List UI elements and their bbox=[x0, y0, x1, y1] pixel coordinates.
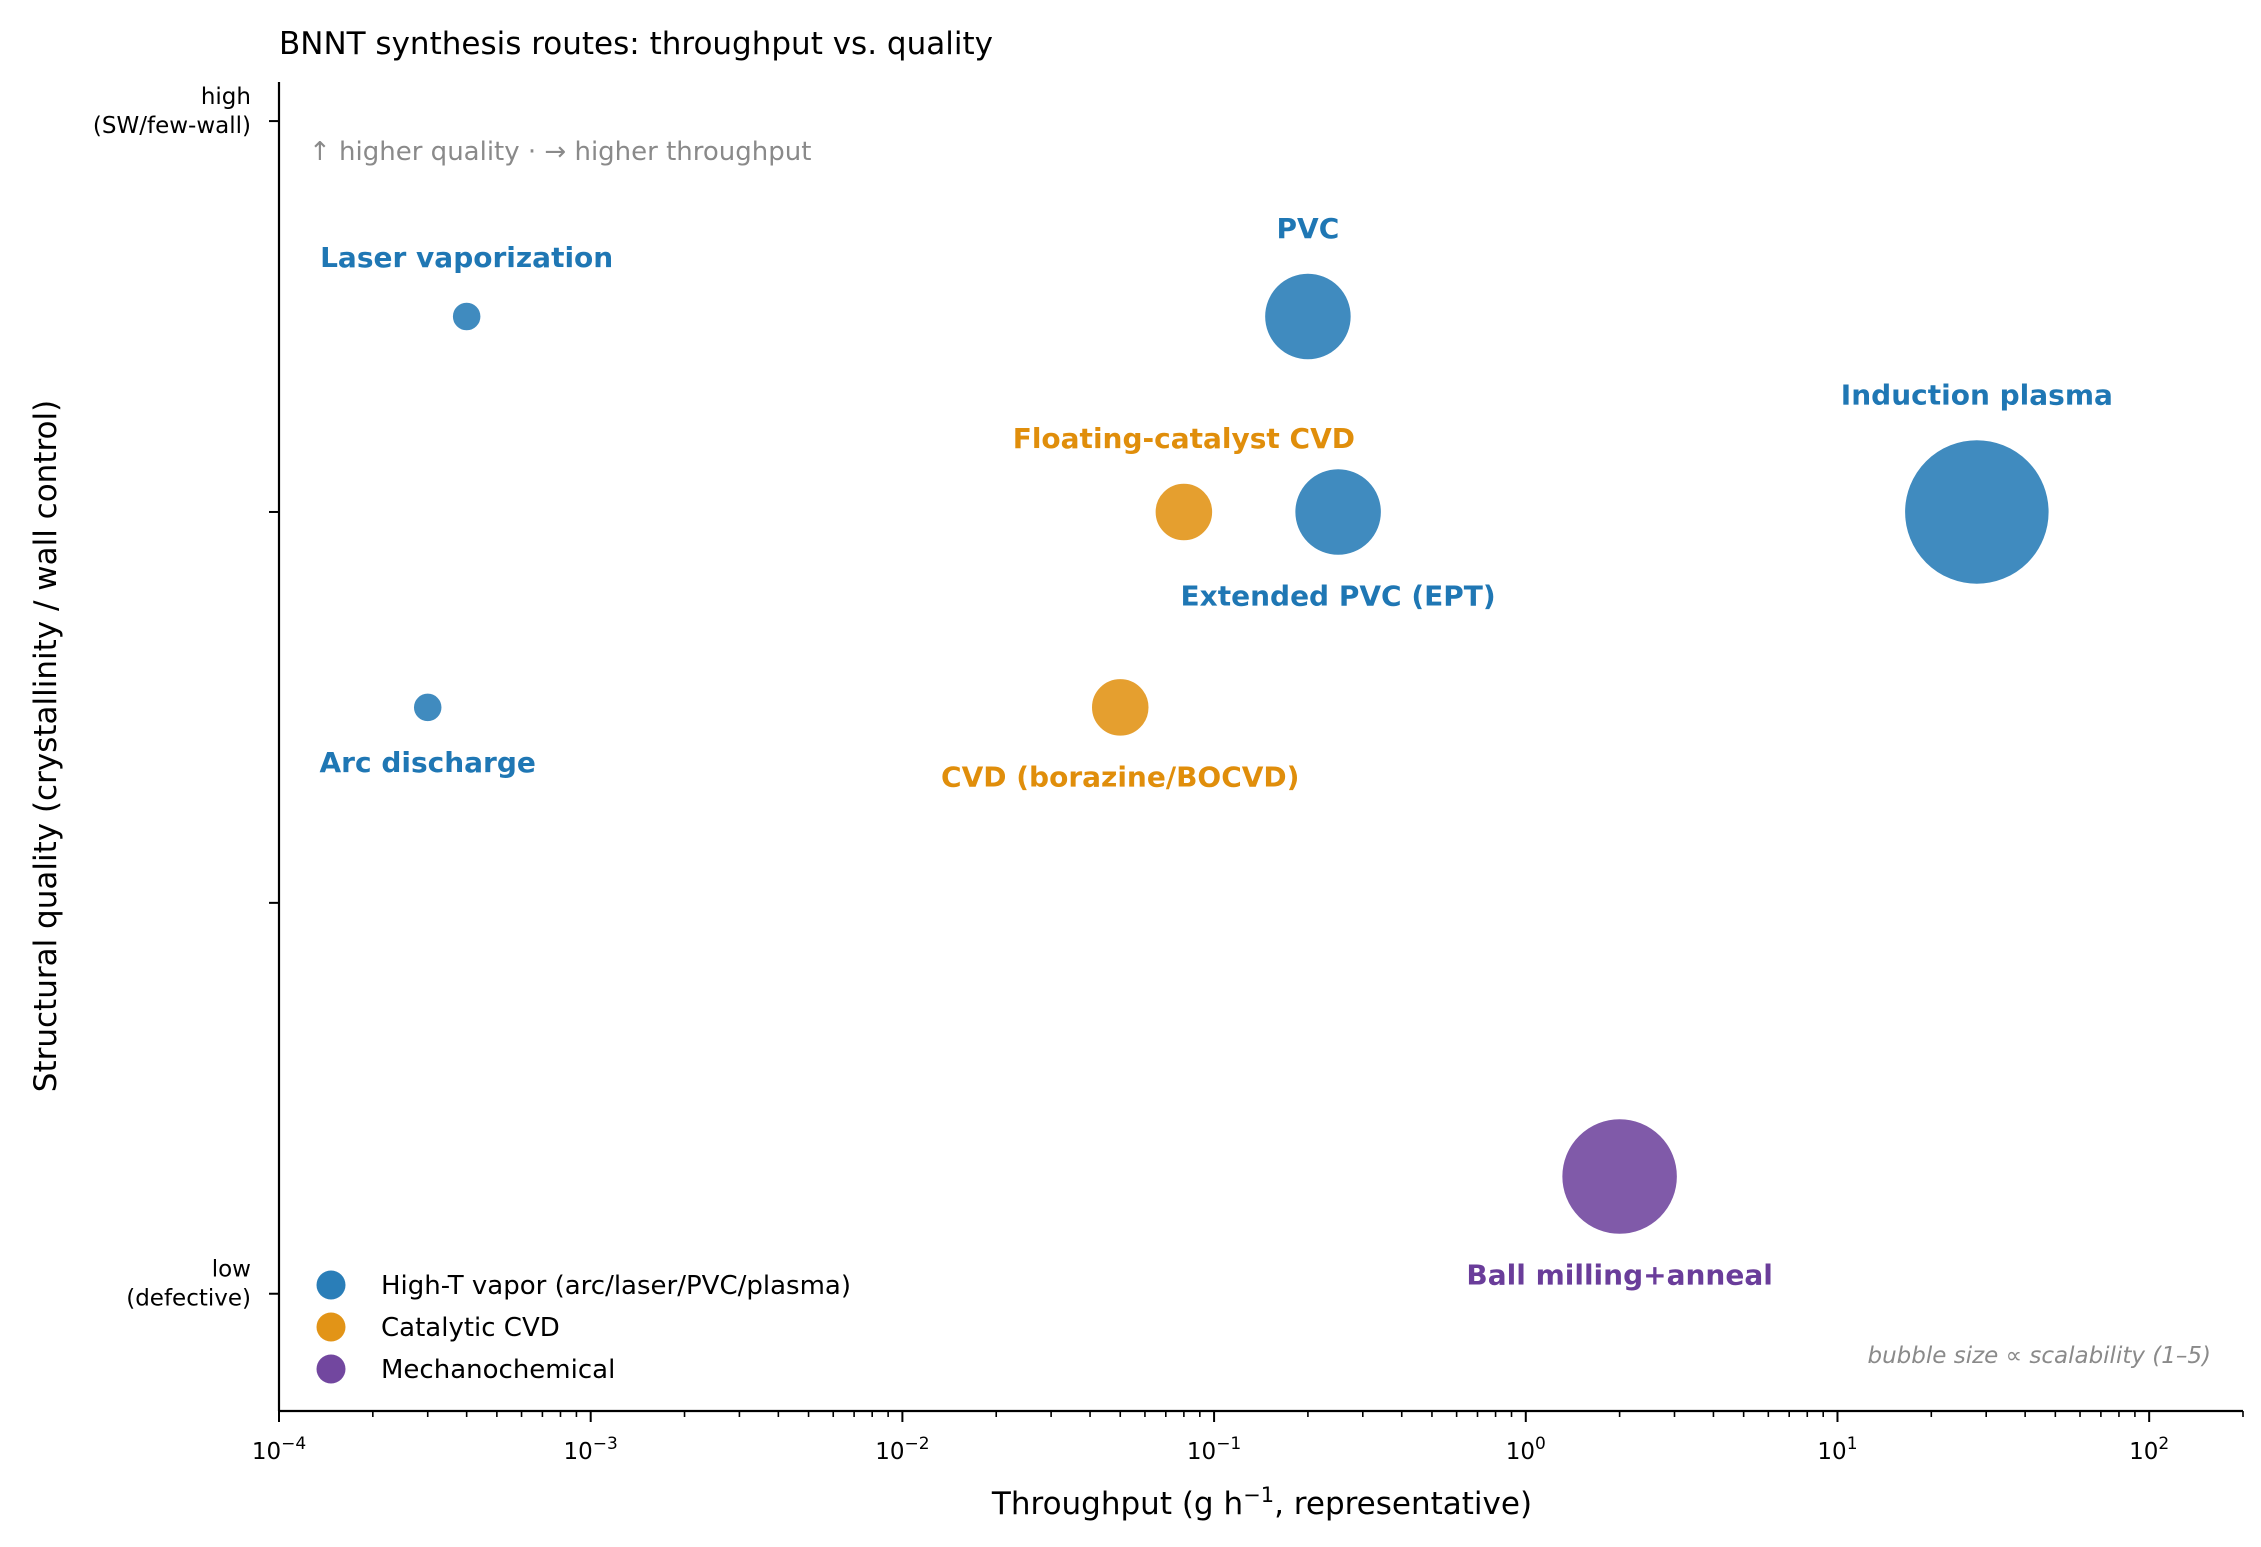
x-tick-label: 10−2 bbox=[875, 1434, 929, 1465]
y-tick-label: low bbox=[212, 1257, 251, 1283]
y-tick-label: (SW/few-wall) bbox=[93, 113, 251, 139]
legend-marker bbox=[316, 1270, 346, 1300]
y-tick-label: high bbox=[201, 84, 251, 110]
bubble bbox=[412, 692, 443, 723]
legend: High-T vapor (arc/laser/PVC/plasma) Catal… bbox=[316, 1270, 851, 1385]
point-label: Laser vaporization bbox=[320, 241, 613, 274]
bubble bbox=[1090, 677, 1151, 738]
legend-marker bbox=[316, 1312, 346, 1342]
bubble bbox=[1293, 467, 1383, 557]
legend-label: High-T vapor (arc/laser/PVC/plasma) bbox=[381, 1271, 851, 1301]
x-minor-ticks bbox=[372, 1411, 2244, 1417]
x-axis-label: Throughput (g h−1, representative) bbox=[991, 1483, 1532, 1522]
bubble bbox=[1903, 438, 2051, 586]
x-tick-label: 10−3 bbox=[564, 1434, 618, 1465]
x-tick-label: 102 bbox=[2129, 1434, 2169, 1465]
y-tick-label: (defective) bbox=[126, 1286, 251, 1312]
point-label: Arc discharge bbox=[320, 746, 536, 779]
y-ticks: low (defective) high (SW/few-wall) bbox=[93, 84, 279, 1312]
legend-marker bbox=[316, 1354, 346, 1384]
bubble bbox=[451, 301, 482, 332]
axes bbox=[277, 82, 2243, 1413]
y-axis-label: Structural quality (crystallinity / wall… bbox=[28, 400, 64, 1092]
x-tick-label: 10−4 bbox=[252, 1434, 306, 1465]
point-label: Extended PVC (EPT) bbox=[1181, 579, 1496, 612]
bubbles bbox=[412, 272, 2051, 1236]
x-tick-label: 101 bbox=[1817, 1434, 1857, 1465]
bubble bbox=[1263, 272, 1353, 361]
legend-label: Mechanochemical bbox=[381, 1355, 615, 1385]
x-tick-label: 10−1 bbox=[1187, 1434, 1241, 1465]
point-labels: Laser vaporization Arc discharge PVC Extend… bbox=[320, 212, 2113, 1291]
bubble bbox=[1154, 482, 1214, 542]
direction-hint: ↑ higher quality · → higher throughput bbox=[309, 137, 811, 167]
x-major-ticks: 10−4 10−3 10−2 10−1 100 101 102 bbox=[252, 1411, 2169, 1465]
point-label: Floating-catalyst CVD bbox=[1013, 422, 1355, 455]
legend-label: Catalytic CVD bbox=[381, 1313, 560, 1343]
chart-title: BNNT synthesis routes: throughput vs. qu… bbox=[279, 26, 993, 62]
point-label: CVD (borazine/BOCVD) bbox=[941, 760, 1299, 793]
point-label: Induction plasma bbox=[1841, 378, 2113, 411]
point-label: PVC bbox=[1277, 212, 1340, 245]
size-note: bubble size ∝ scalability (1–5) bbox=[1867, 1343, 2211, 1369]
bubble bbox=[1560, 1117, 1679, 1236]
x-tick-label: 100 bbox=[1506, 1434, 1546, 1465]
point-label: Ball milling+anneal bbox=[1466, 1258, 1772, 1291]
